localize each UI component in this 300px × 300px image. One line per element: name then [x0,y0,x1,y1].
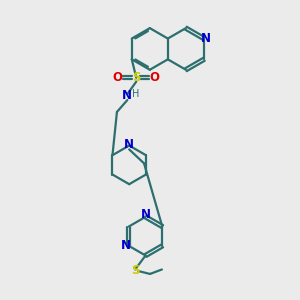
Text: H: H [132,89,139,99]
Text: O: O [150,71,160,84]
Text: N: N [140,208,151,221]
Text: N: N [124,138,134,151]
Text: O: O [113,71,123,84]
Text: S: S [132,71,140,84]
Text: N: N [122,89,131,102]
Text: N: N [121,239,131,252]
Text: S: S [131,265,140,278]
Text: N: N [201,32,211,45]
